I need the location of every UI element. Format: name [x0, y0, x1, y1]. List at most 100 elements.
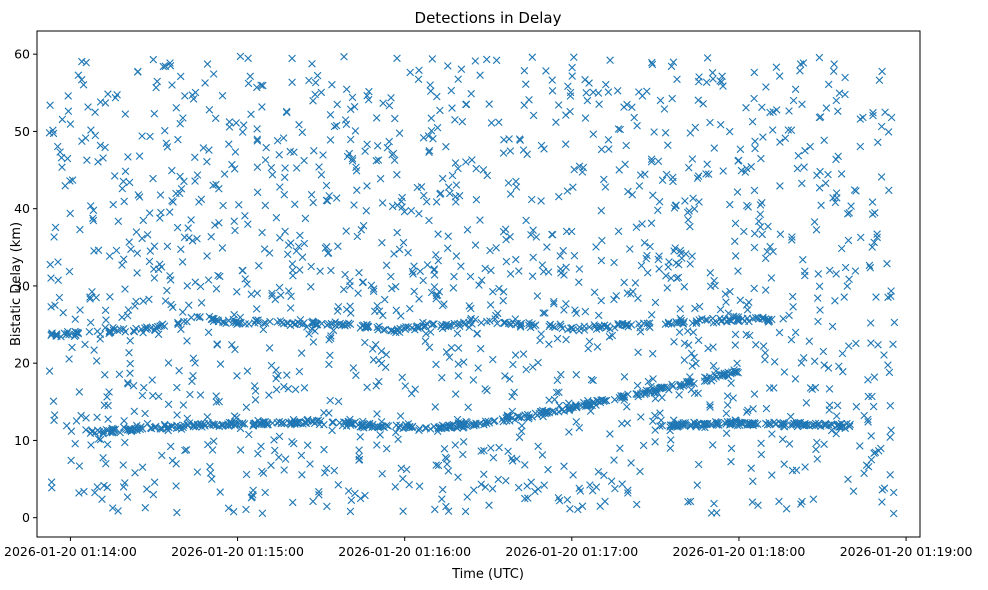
data-point [374, 423, 383, 432]
data-point [662, 272, 670, 280]
data-point [495, 443, 503, 452]
data-point [352, 163, 360, 172]
data-point [146, 132, 154, 141]
data-point [544, 465, 552, 474]
data-point [676, 246, 685, 255]
data-point [265, 344, 274, 352]
data-point [889, 340, 897, 349]
data-point [220, 170, 229, 178]
data-point [64, 107, 73, 115]
data-point [377, 359, 386, 368]
data-point [548, 76, 556, 84]
data-point [378, 470, 386, 478]
data-point [260, 245, 269, 253]
data-point [464, 403, 472, 412]
data-point [832, 270, 840, 278]
data-point [150, 265, 158, 273]
data-point [89, 206, 98, 215]
data-point [748, 117, 757, 126]
data-point [620, 373, 629, 381]
data-point [635, 182, 644, 190]
data-point [281, 227, 289, 236]
data-point [254, 316, 262, 324]
data-point [413, 322, 422, 330]
data-point [326, 111, 335, 119]
data-point [444, 467, 453, 475]
data-point [423, 261, 432, 269]
data-point [884, 128, 893, 136]
data-point [369, 356, 378, 364]
data-point [864, 376, 872, 384]
data-point [150, 242, 159, 250]
data-point [597, 256, 606, 265]
data-point [866, 319, 875, 327]
data-point [772, 106, 781, 114]
data-point [536, 407, 545, 416]
data-point [486, 301, 495, 309]
data-point [694, 172, 703, 180]
data-point [708, 68, 717, 77]
data-point [692, 422, 700, 431]
data-point [181, 92, 189, 100]
data-point [754, 313, 762, 322]
data-point [325, 335, 333, 344]
data-point [47, 274, 55, 282]
data-point [814, 317, 822, 326]
data-point [99, 429, 107, 437]
data-point [563, 187, 572, 195]
data-point [816, 306, 824, 314]
data-point [124, 380, 132, 388]
data-point [597, 396, 605, 404]
data-point [703, 374, 711, 382]
data-point [56, 148, 64, 156]
data-point [502, 235, 510, 244]
data-point [415, 66, 423, 75]
data-point [247, 110, 255, 119]
data-point [533, 292, 542, 300]
data-point [175, 189, 184, 198]
data-point [153, 77, 161, 86]
data-point [606, 56, 614, 64]
data-point [91, 108, 99, 116]
data-point [121, 438, 129, 447]
data-point [114, 217, 123, 226]
data-point [199, 144, 208, 152]
y-tick-label: 30 [14, 278, 30, 293]
data-point [821, 419, 830, 428]
data-point [727, 379, 735, 387]
data-point [288, 78, 296, 87]
data-point [753, 420, 762, 429]
data-point [132, 228, 141, 236]
data-point [173, 508, 181, 517]
data-point [99, 154, 107, 162]
data-point [191, 88, 200, 97]
data-point [667, 62, 676, 71]
data-point [45, 367, 54, 375]
data-point [656, 409, 664, 417]
data-point [446, 189, 454, 198]
data-point [765, 317, 774, 326]
data-point [660, 105, 669, 113]
data-point [281, 455, 290, 463]
data-point [157, 424, 166, 432]
data-point [537, 330, 545, 338]
data-point [108, 504, 117, 512]
data-point [513, 455, 521, 463]
data-point [476, 344, 485, 353]
data-point [96, 435, 105, 444]
data-point [410, 287, 418, 296]
data-point [788, 292, 797, 301]
data-point [487, 266, 495, 275]
data-point [694, 460, 703, 469]
data-point [480, 420, 488, 429]
data-point [265, 391, 273, 399]
data-point [176, 172, 184, 181]
data-point [523, 410, 532, 419]
data-point [758, 103, 766, 112]
data-point [527, 195, 536, 204]
data-point [426, 81, 434, 89]
data-point [208, 314, 217, 323]
data-point [183, 337, 191, 345]
data-point [651, 426, 659, 434]
data-point [301, 214, 310, 223]
